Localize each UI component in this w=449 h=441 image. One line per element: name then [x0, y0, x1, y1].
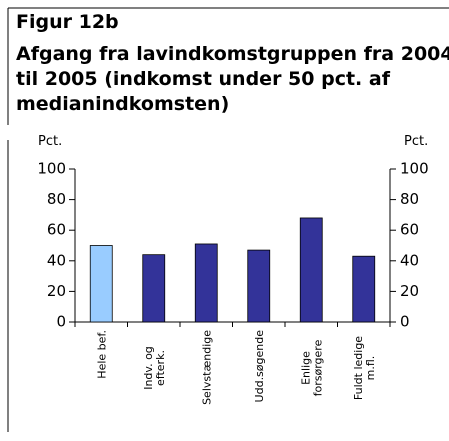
y-tick-label: 60	[47, 221, 66, 239]
y-tick-label: 20	[47, 282, 66, 300]
bar	[142, 254, 166, 323]
y2-tick-label: 60	[400, 221, 419, 239]
x-tick-label: Fuldt ledige	[352, 336, 365, 400]
x-tick-label: forsørgere	[311, 339, 324, 396]
y-tick-label: 100	[37, 160, 66, 178]
y2-axis-label: Pct.	[404, 134, 428, 149]
chart-title: medianindkomsten)	[16, 93, 229, 115]
figure-label: Figur 12b	[16, 11, 119, 33]
y2-tick-label: 0	[400, 313, 410, 331]
y-tick-label: 0	[56, 313, 66, 331]
bar	[194, 243, 218, 323]
bar	[247, 249, 271, 323]
x-tick-label: Enlige	[299, 351, 312, 385]
x-tick-label: efterk.	[154, 350, 167, 386]
chart-title: til 2005 (indkomst under 50 pct. af	[16, 68, 391, 90]
y-axis-label: Pct.	[38, 134, 62, 149]
y2-tick-label: 40	[400, 251, 419, 269]
y-tick-label: 80	[47, 190, 66, 208]
x-tick-label: m.fl.	[364, 356, 377, 381]
y-tick-label: 40	[47, 251, 66, 269]
x-tick-label: Selvstændige	[200, 330, 213, 405]
y2-tick-label: 100	[400, 160, 429, 178]
bar	[299, 217, 323, 323]
bar	[89, 245, 113, 323]
x-tick-label: Hele bef.	[95, 330, 108, 379]
bar	[352, 255, 376, 323]
y2-tick-label: 80	[400, 190, 419, 208]
x-tick-label: Indv. og	[142, 346, 155, 390]
x-tick-label: Udd.søgende	[253, 330, 266, 403]
chart-title: Afgang fra lavindkomstgruppen fra 2004	[16, 43, 449, 65]
y2-tick-label: 20	[400, 282, 419, 300]
